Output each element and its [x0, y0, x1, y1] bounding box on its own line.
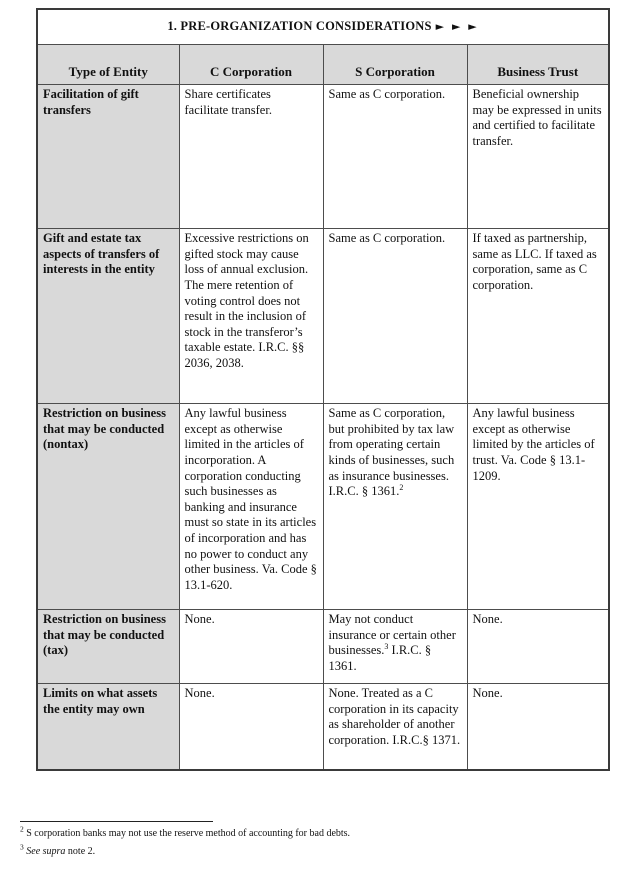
row-label-restriction-tax: Restriction on business that may be cond…: [36, 609, 180, 684]
cell-c-corporation: Share certificates facilitate transfer.: [178, 84, 324, 229]
cell-business-trust: Beneficial ownership may be expressed in…: [466, 84, 610, 229]
footnote-text: S corporation banks may not use the rese…: [23, 828, 351, 839]
cell-s-corporation: Same as C corporation, but prohibited by…: [322, 403, 468, 610]
footnote-2: 2 S corporation banks may not use the re…: [20, 824, 605, 840]
footnote-separator: [20, 821, 213, 822]
row-label-limits-on-assets: Limits on what assets the entity may own: [36, 683, 180, 770]
title-row: 1. PRE-ORGANIZATION CONSIDERATIONS ► ► ►: [36, 8, 610, 45]
cell-s-corporation: None. Treated as a C corporation in its …: [322, 683, 468, 770]
cell-text-after: I.R.C. § 1361.: [328, 643, 432, 673]
table-row: Restriction on business that may be cond…: [36, 403, 610, 610]
column-header-business-trust: Business Trust: [466, 44, 610, 85]
footnotes-section: 2 S corporation banks may not use the re…: [20, 821, 605, 863]
pre-organization-table: 1. PRE-ORGANIZATION CONSIDERATIONS ► ► ► …: [36, 8, 611, 771]
cell-text: May not conduct insurance or certain oth…: [328, 612, 456, 658]
row-label-restriction-nontax: Restriction on business that may be cond…: [36, 403, 180, 610]
cell-s-corporation: Same as C corporation.: [322, 84, 468, 229]
header-row: Type of Entity C Corporation S Corporati…: [36, 44, 610, 85]
table-row: Limits on what assets the entity may own…: [36, 683, 610, 770]
table-title: 1. PRE-ORGANIZATION CONSIDERATIONS ► ► ►: [36, 8, 610, 45]
footnote-3: 3 See supra note 2.: [20, 842, 605, 858]
column-header-c-corporation: C Corporation: [178, 44, 324, 85]
column-header-type-of-entity: Type of Entity: [36, 44, 180, 85]
cell-s-corporation: Same as C corporation.: [322, 228, 468, 404]
cell-c-corporation: None.: [178, 683, 324, 770]
cell-c-corporation: None.: [178, 609, 324, 684]
footnote-reference-3: 3: [384, 642, 389, 652]
cell-business-trust: None.: [466, 609, 610, 684]
right-arrows-icon: ► ► ►: [435, 20, 479, 34]
cell-business-trust: If taxed as partnership, same as LLC. If…: [466, 228, 610, 404]
footnote-reference-2: 2: [399, 482, 404, 492]
footnote-marker: 3: [20, 842, 24, 852]
footnote-text: note 2.: [65, 846, 96, 857]
cell-text: Same as C corporation, but prohibited by…: [328, 406, 455, 499]
cell-s-corporation: May not conduct insurance or certain oth…: [322, 609, 468, 684]
footnote-marker: 2: [20, 824, 24, 834]
table-row: Restriction on business that may be cond…: [36, 609, 610, 684]
row-label-facilitation-of-gift-transfers: Facilitation of gift transfers: [36, 84, 180, 229]
cell-c-corporation: Any lawful business except as otherwise …: [178, 403, 324, 610]
table-title-text: 1. PRE-ORGANIZATION CONSIDERATIONS: [167, 19, 432, 34]
cell-business-trust: None.: [466, 683, 610, 770]
row-label-gift-and-estate-tax-aspects: Gift and estate tax aspects of transfers…: [36, 228, 180, 404]
cell-c-corporation: Excessive restrictions on gifted stock m…: [178, 228, 324, 404]
table-row: Gift and estate tax aspects of transfers…: [36, 228, 610, 404]
footnote-italic-text: See supra: [23, 846, 66, 857]
table-row: Facilitation of gift transfers Share cer…: [36, 84, 610, 229]
cell-business-trust: Any lawful business except as otherwise …: [466, 403, 610, 610]
column-header-s-corporation: S Corporation: [322, 44, 468, 85]
